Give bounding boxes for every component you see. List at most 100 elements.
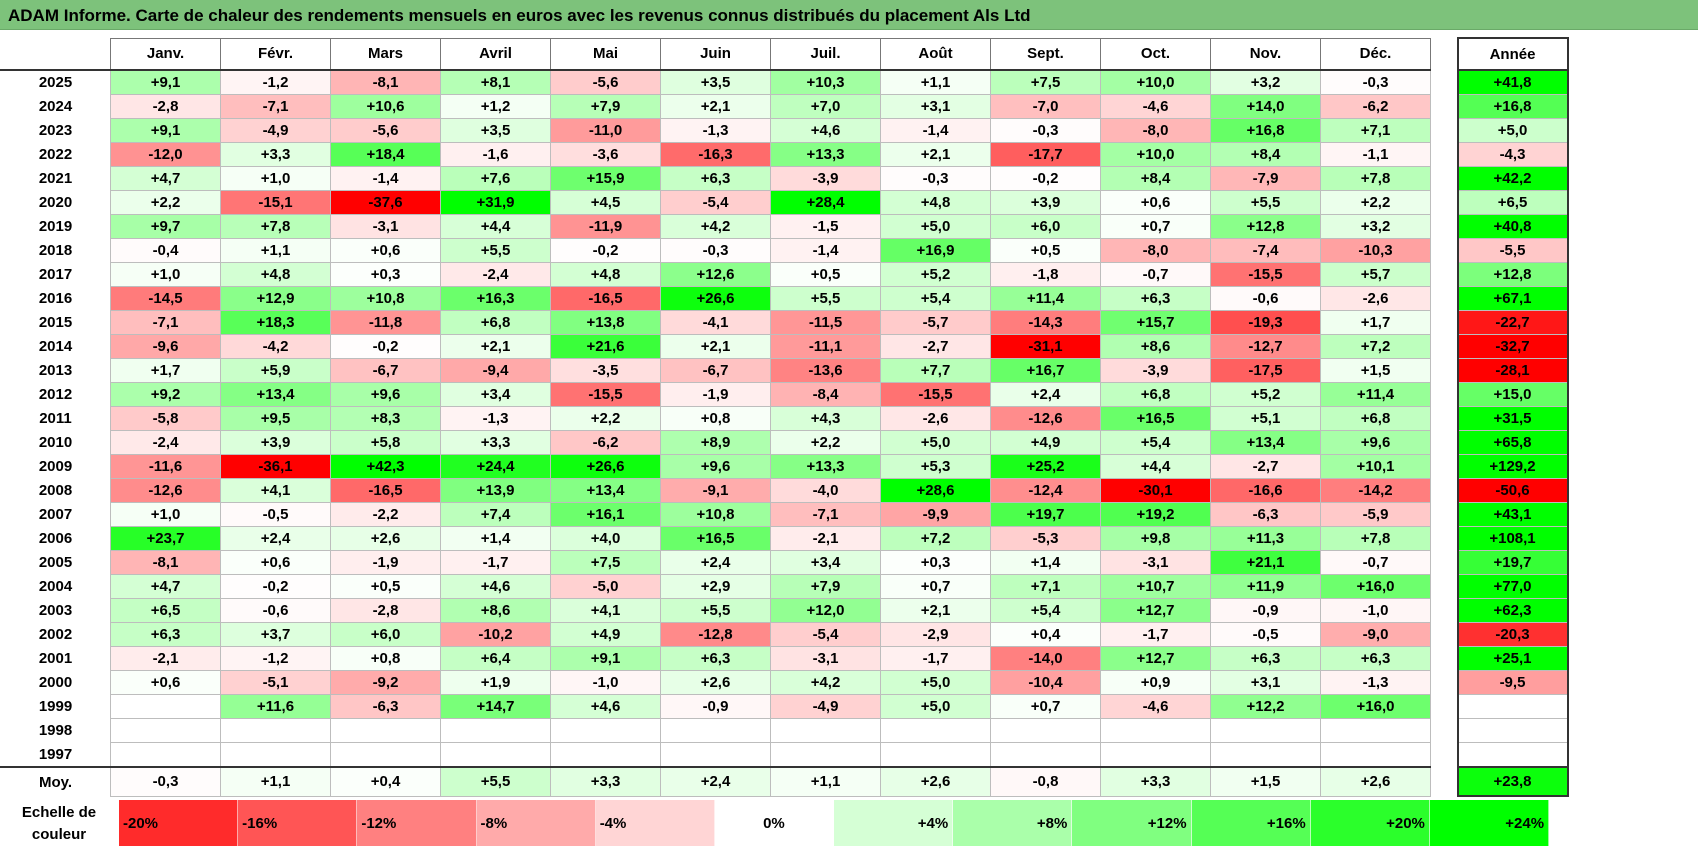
heatmap-cell bbox=[880, 742, 991, 768]
month-header: Nov. bbox=[1210, 37, 1321, 71]
heatmap-cell: +15,7 bbox=[1100, 310, 1211, 335]
heatmap-cell bbox=[330, 718, 441, 743]
month-header: Août bbox=[880, 37, 991, 71]
heatmap-cell: +5,0 bbox=[880, 694, 991, 719]
heatmap-cell: -2,8 bbox=[110, 94, 221, 119]
year-label: 1998 bbox=[0, 718, 111, 743]
heatmap-cell: -36,1 bbox=[220, 454, 331, 479]
heatmap-cell: -1,9 bbox=[660, 382, 771, 407]
column-gap bbox=[1430, 670, 1458, 695]
heatmap-cell: +0,4 bbox=[330, 766, 441, 797]
heatmap-cell: +0,3 bbox=[330, 262, 441, 287]
heatmap-cell bbox=[1210, 718, 1321, 743]
month-header: Mars bbox=[330, 37, 441, 71]
heatmap-cell: +3,5 bbox=[440, 118, 551, 143]
heatmap-cell: +7,7 bbox=[880, 358, 991, 383]
heatmap-cell: +5,9 bbox=[220, 358, 331, 383]
heatmap-cell bbox=[110, 742, 221, 768]
year-label: 2016 bbox=[0, 286, 111, 311]
heatmap-cell: +7,2 bbox=[880, 526, 991, 551]
heatmap-cell: +5,4 bbox=[990, 598, 1101, 623]
heatmap-cell: +0,8 bbox=[660, 406, 771, 431]
heatmap-cell: -4,9 bbox=[220, 118, 331, 143]
heatmap-cell: +8,9 bbox=[660, 430, 771, 455]
year-label: 2009 bbox=[0, 454, 111, 479]
heatmap-cell: -2,9 bbox=[880, 622, 991, 647]
heatmap-cell: -3,1 bbox=[330, 214, 441, 239]
heatmap-cell: -0,2 bbox=[330, 334, 441, 359]
heatmap-cell: -31,1 bbox=[990, 334, 1101, 359]
heatmap-cell: -7,0 bbox=[990, 94, 1101, 119]
heatmap-cell: +5,5 bbox=[1210, 190, 1321, 215]
heatmap-cell: +7,2 bbox=[1320, 334, 1431, 359]
heatmap-cell bbox=[440, 718, 551, 743]
annual-cell: +43,1 bbox=[1456, 502, 1569, 527]
column-gap bbox=[1430, 382, 1458, 407]
heatmap-cell: +11,6 bbox=[220, 694, 331, 719]
heatmap-cell: +3,2 bbox=[1210, 69, 1321, 95]
column-gap bbox=[1430, 767, 1458, 796]
heatmap-cell: +0,6 bbox=[330, 238, 441, 263]
annual-cell: +19,7 bbox=[1456, 550, 1569, 575]
heatmap-cell: +0,6 bbox=[220, 550, 331, 575]
year-row: 1997 bbox=[0, 742, 1569, 768]
year-row: 2011 -5,8 +9,5 +8,3 -1,3 +2,2 +0,8 +4,3 -2,6 -12,… bbox=[0, 406, 1569, 431]
heatmap-cell: +2,2 bbox=[1320, 190, 1431, 215]
heatmap-cell: -15,1 bbox=[220, 190, 331, 215]
heatmap-cell: +7,8 bbox=[1320, 526, 1431, 551]
heatmap-cell: +26,6 bbox=[550, 454, 661, 479]
heatmap-cell: -9,0 bbox=[1320, 622, 1431, 647]
heatmap-cell: -10,4 bbox=[990, 670, 1101, 695]
heatmap-cell: -1,2 bbox=[220, 646, 331, 671]
column-gap bbox=[1430, 118, 1458, 143]
heatmap-cell: +13,9 bbox=[440, 478, 551, 503]
heatmap-cell: +0,6 bbox=[1100, 190, 1211, 215]
heatmap-cell: -14,2 bbox=[1320, 478, 1431, 503]
heatmap-cell: +3,1 bbox=[1210, 670, 1321, 695]
heatmap-cell: +4,9 bbox=[990, 430, 1101, 455]
heatmap-cell: +8,6 bbox=[1100, 334, 1211, 359]
heatmap-cell: +2,9 bbox=[660, 574, 771, 599]
heatmap-cell: +3,3 bbox=[550, 766, 661, 797]
heatmap-cell: +6,0 bbox=[330, 622, 441, 647]
heatmap-cell: -0,7 bbox=[1100, 262, 1211, 287]
year-label: 2022 bbox=[0, 142, 111, 167]
year-label: 2002 bbox=[0, 622, 111, 647]
column-gap bbox=[1430, 70, 1458, 95]
heatmap-cell: -3,5 bbox=[550, 358, 661, 383]
heatmap-cell: +26,6 bbox=[660, 286, 771, 311]
heatmap-cell: -8,0 bbox=[1100, 118, 1211, 143]
heatmap-cell: +7,5 bbox=[990, 69, 1101, 95]
year-label: 2012 bbox=[0, 382, 111, 407]
heatmap-cell: +6,3 bbox=[1210, 646, 1321, 671]
annual-cell: -5,5 bbox=[1456, 238, 1569, 263]
heatmap-cell: +9,2 bbox=[110, 382, 221, 407]
heatmap-cell: -8,4 bbox=[770, 382, 881, 407]
column-gap bbox=[1430, 310, 1458, 335]
heatmap-cell: -17,7 bbox=[990, 142, 1101, 167]
heatmap-cell: -11,9 bbox=[550, 214, 661, 239]
heatmap-cell: -5,3 bbox=[990, 526, 1101, 551]
corner-cell bbox=[0, 38, 111, 71]
heatmap-cell: +2,4 bbox=[990, 382, 1101, 407]
heatmap-cell: -16,3 bbox=[660, 142, 771, 167]
heatmap-cell: +7,6 bbox=[440, 166, 551, 191]
heatmap-cell: +16,8 bbox=[1210, 118, 1321, 143]
heatmap-cell: -14,0 bbox=[990, 646, 1101, 671]
heatmap-cell: +2,6 bbox=[1320, 766, 1431, 797]
color-scale-swatch: -20% bbox=[119, 800, 239, 846]
heatmap-cell: +3,4 bbox=[770, 550, 881, 575]
heatmap-cell: +24,4 bbox=[440, 454, 551, 479]
heatmap-cell: -12,8 bbox=[660, 622, 771, 647]
year-label: 2001 bbox=[0, 646, 111, 671]
heatmap-cell: +5,4 bbox=[1100, 430, 1211, 455]
heatmap-cell: -9,1 bbox=[660, 478, 771, 503]
heatmap-cell: +7,1 bbox=[1320, 118, 1431, 143]
heatmap-cell bbox=[220, 718, 331, 743]
heatmap-cell: -1,7 bbox=[1100, 622, 1211, 647]
column-gap bbox=[1430, 262, 1458, 287]
heatmap-cell: +9,1 bbox=[110, 69, 221, 95]
column-gap bbox=[1430, 334, 1458, 359]
heatmap-cell: +7,8 bbox=[1320, 166, 1431, 191]
heatmap-cell: +9,8 bbox=[1100, 526, 1211, 551]
